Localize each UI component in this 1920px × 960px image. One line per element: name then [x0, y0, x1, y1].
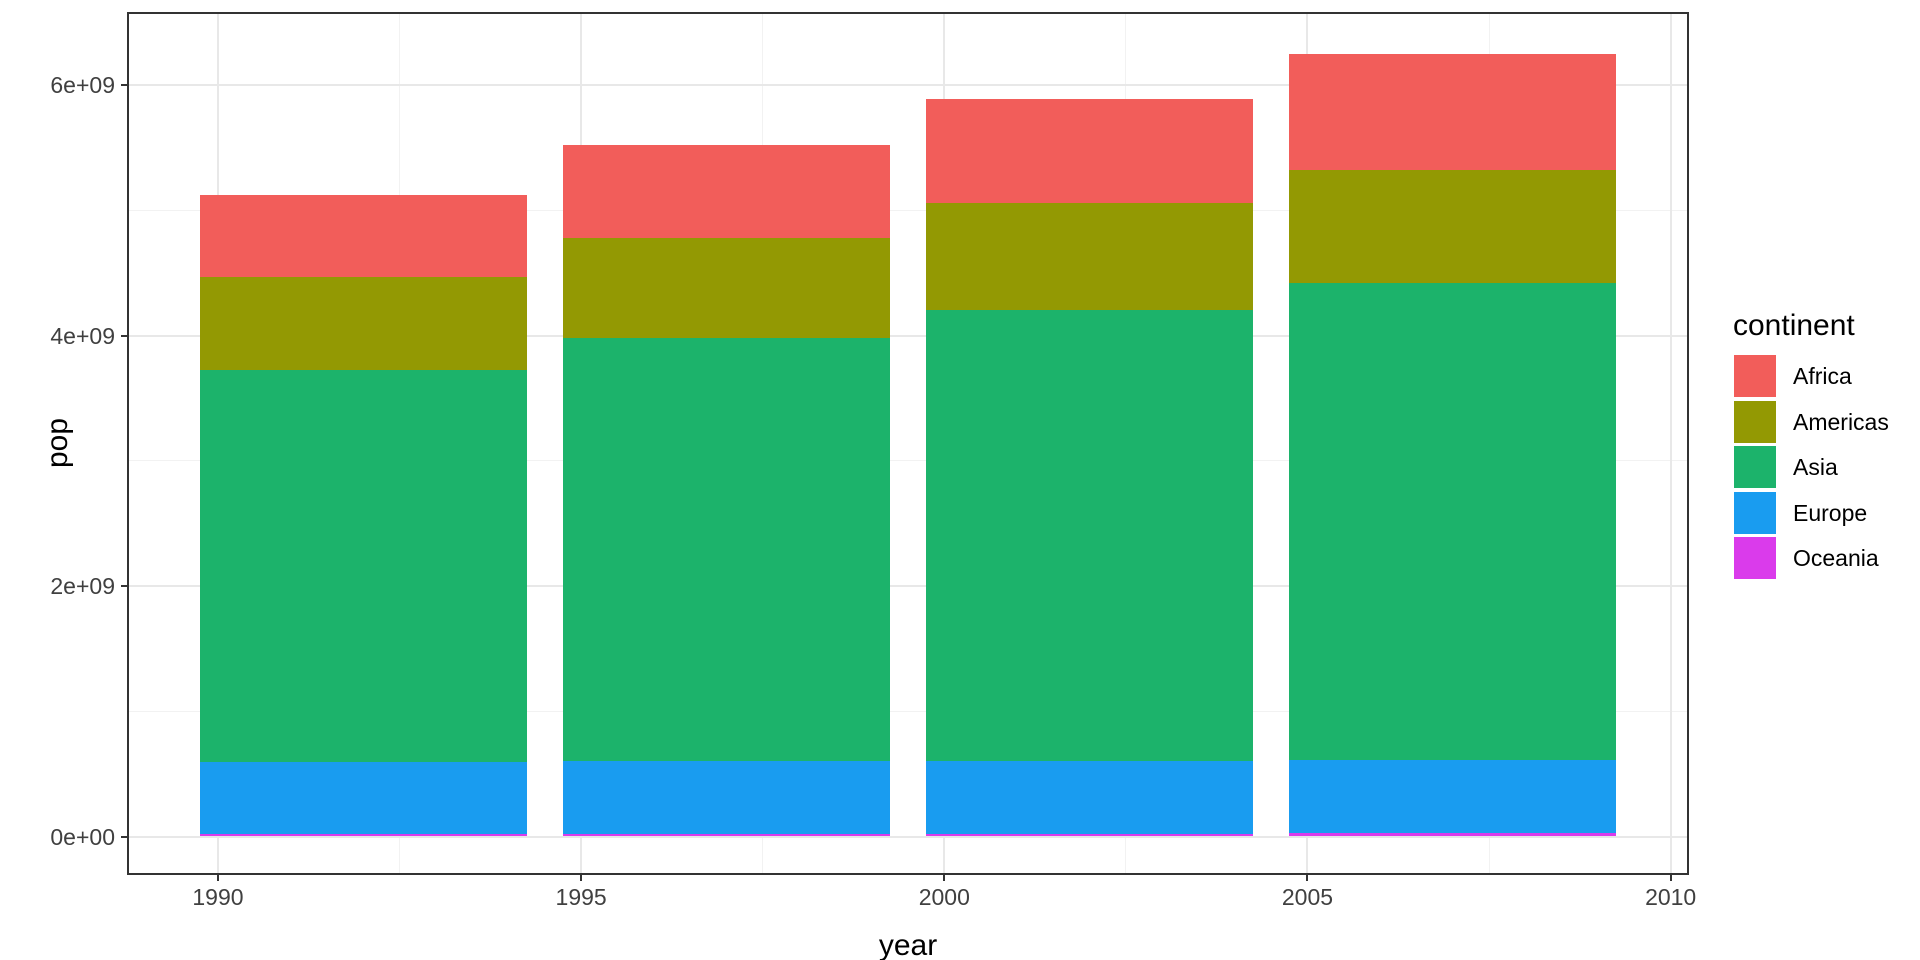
y-major-gridline [129, 84, 1687, 87]
bar-segment-americas-2007 [1289, 170, 1617, 283]
y-major-gridline [129, 585, 1687, 588]
bar-segment-asia-2002 [926, 309, 1253, 761]
x-tick-mark [580, 873, 583, 881]
legend-title: continent [1733, 309, 1855, 342]
bar-segment-africa-2007 [1289, 53, 1617, 171]
y-minor-gridline [129, 710, 1687, 712]
bar-segment-americas-1992 [199, 277, 527, 370]
bar-segment-europe-1992 [199, 762, 527, 834]
bar-segment-europe-2007 [1289, 760, 1617, 834]
x-tick-label: 1990 [192, 884, 244, 910]
y-tick-label: 2e+09 [50, 573, 115, 600]
x-tick-label: 1995 [555, 884, 607, 910]
legend-swatch-americas-icon [1734, 400, 1776, 443]
legend-item-americas: Americas [1733, 400, 1920, 443]
bar-segment-africa-1997 [562, 144, 890, 238]
x-tick-label: 2005 [1281, 884, 1334, 910]
x-major-gridline [1669, 14, 1672, 873]
legend-swatch-europe-icon [1734, 491, 1776, 534]
x-tick-mark [216, 873, 219, 881]
bar-segment-oceania-2002 [926, 833, 1253, 837]
bar-segment-oceania-1992 [199, 833, 527, 837]
y-minor-gridline [129, 460, 1687, 462]
y-major-gridline [129, 835, 1687, 838]
bar-segment-europe-2002 [926, 760, 1253, 834]
y-tick-label: 0e+00 [50, 823, 115, 850]
legend: continent Africa Americas Asia Europe Oceani… [1733, 309, 1889, 580]
y-minor-gridline [129, 209, 1687, 211]
y-tick-mark [121, 84, 129, 87]
x-tick-label: 2000 [918, 884, 970, 910]
legend-item-asia: Asia [1733, 446, 1920, 489]
legend-swatch-asia-icon [1734, 446, 1776, 489]
y-axis-title: pop [41, 417, 74, 469]
bar-segment-oceania-2007 [1289, 833, 1617, 837]
y-tick-label: 6e+09 [50, 72, 115, 99]
legend-label: Americas [1793, 408, 1889, 435]
plot-panel [129, 14, 1687, 873]
legend-swatch-africa-icon [1734, 355, 1776, 397]
x-tick-mark [1669, 873, 1672, 881]
legend-label: Africa [1793, 363, 1852, 389]
y-tick-mark [121, 835, 129, 838]
bar-segment-africa-1992 [199, 194, 527, 278]
bar-segment-americas-2002 [926, 203, 1253, 310]
bar-segment-asia-2007 [1289, 282, 1617, 761]
bar-segment-oceania-1997 [562, 833, 890, 837]
y-tick-label: 4e+09 [50, 322, 115, 349]
x-tick-mark [1306, 873, 1309, 881]
legend-swatch-oceania-icon [1734, 537, 1776, 580]
bar-segment-asia-1992 [199, 369, 527, 763]
y-tick-mark [121, 585, 129, 588]
legend-label: Europe [1793, 499, 1868, 526]
legend-label: Oceania [1793, 545, 1879, 572]
bar-segment-africa-2002 [926, 98, 1253, 204]
y-tick-mark [121, 334, 129, 337]
legend-item-africa: Africa [1733, 355, 1920, 397]
x-tick-label: 2010 [1645, 884, 1697, 910]
bar-segment-americas-1997 [562, 237, 890, 338]
bar-segment-asia-1997 [562, 337, 890, 762]
bar-segment-europe-1997 [562, 761, 890, 834]
x-tick-mark [943, 873, 946, 881]
legend-item-oceania: Oceania [1733, 537, 1920, 580]
y-major-gridline [129, 334, 1687, 337]
x-axis-title: year [878, 929, 938, 960]
legend-item-europe: Europe [1733, 491, 1920, 534]
legend-label: Asia [1793, 454, 1838, 481]
